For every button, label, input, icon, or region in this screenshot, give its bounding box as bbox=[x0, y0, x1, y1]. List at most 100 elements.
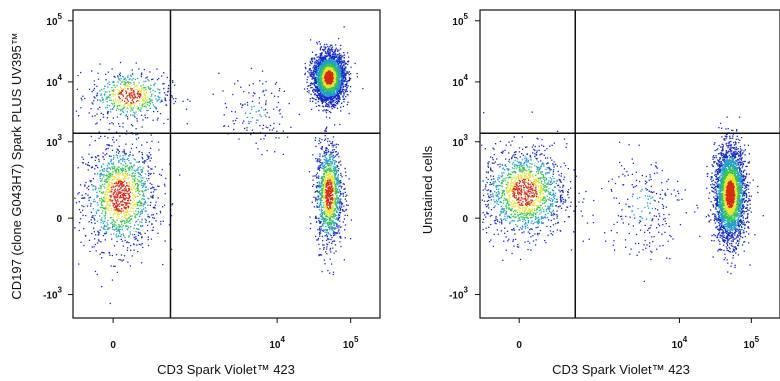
data-point bbox=[145, 189, 147, 191]
data-point bbox=[124, 217, 127, 220]
data-point bbox=[332, 205, 334, 208]
data-point bbox=[336, 194, 338, 197]
data-point bbox=[128, 183, 130, 185]
data-point bbox=[332, 160, 334, 162]
data-point bbox=[340, 54, 342, 56]
data-point bbox=[332, 179, 334, 181]
data-point bbox=[325, 196, 328, 198]
data-point bbox=[344, 224, 347, 226]
data-point bbox=[319, 70, 321, 72]
data-point bbox=[328, 104, 330, 106]
data-point bbox=[333, 192, 336, 194]
data-point bbox=[92, 216, 94, 218]
data-point bbox=[332, 52, 335, 54]
data-point bbox=[108, 185, 110, 187]
data-point bbox=[137, 106, 140, 109]
data-point bbox=[120, 87, 123, 89]
data-point bbox=[313, 94, 316, 96]
data-point bbox=[324, 59, 327, 61]
data-point bbox=[333, 163, 336, 165]
data-point bbox=[315, 185, 317, 187]
data-point bbox=[124, 84, 127, 86]
data-point bbox=[328, 216, 330, 218]
data-point bbox=[329, 213, 331, 215]
data-point bbox=[93, 96, 95, 98]
data-point bbox=[125, 102, 127, 104]
data-point bbox=[308, 90, 310, 92]
data-point bbox=[116, 210, 118, 213]
data-point bbox=[332, 87, 334, 89]
data-point bbox=[326, 174, 328, 176]
data-point bbox=[338, 203, 340, 205]
data-point bbox=[318, 90, 320, 92]
data-point bbox=[350, 78, 352, 80]
data-point bbox=[97, 195, 99, 197]
data-point bbox=[93, 200, 95, 203]
data-point bbox=[113, 156, 115, 159]
data-point bbox=[339, 205, 341, 207]
data-point bbox=[141, 95, 144, 98]
data-point bbox=[327, 149, 329, 151]
data-point bbox=[93, 246, 95, 248]
data-point bbox=[124, 207, 127, 210]
plot-1-dots bbox=[74, 26, 364, 305]
data-point bbox=[126, 192, 128, 194]
data-point bbox=[334, 51, 336, 53]
data-point bbox=[316, 206, 318, 208]
data-point bbox=[323, 173, 325, 175]
data-point bbox=[79, 218, 82, 220]
data-point bbox=[107, 83, 109, 85]
data-point bbox=[137, 90, 139, 92]
data-point bbox=[116, 195, 118, 197]
data-point bbox=[104, 193, 106, 195]
data-point bbox=[99, 170, 101, 172]
data-point bbox=[125, 133, 127, 135]
data-point bbox=[322, 185, 325, 187]
data-point bbox=[111, 166, 113, 168]
data-point bbox=[327, 182, 329, 184]
data-point bbox=[313, 66, 315, 69]
data-point bbox=[91, 232, 93, 235]
data-point bbox=[318, 78, 320, 81]
data-point bbox=[129, 191, 132, 193]
data-point bbox=[100, 166, 103, 168]
data-point bbox=[140, 211, 142, 213]
data-point bbox=[95, 95, 98, 97]
data-point bbox=[171, 96, 173, 98]
data-point bbox=[129, 154, 131, 156]
data-point bbox=[97, 239, 100, 241]
data-point bbox=[101, 179, 103, 182]
data-point bbox=[322, 244, 324, 246]
data-point bbox=[127, 84, 129, 86]
data-point bbox=[93, 100, 95, 102]
data-point bbox=[328, 173, 330, 175]
data-point bbox=[320, 89, 322, 92]
data-point bbox=[321, 188, 323, 191]
data-point bbox=[130, 226, 132, 228]
data-point bbox=[119, 75, 121, 77]
data-point bbox=[325, 148, 327, 150]
data-point bbox=[90, 180, 92, 182]
data-point bbox=[111, 183, 113, 185]
data-point bbox=[317, 239, 319, 241]
data-point bbox=[329, 195, 331, 197]
data-point bbox=[320, 210, 322, 212]
data-point bbox=[83, 244, 85, 247]
data-point bbox=[106, 222, 108, 224]
data-point bbox=[121, 110, 124, 112]
data-point bbox=[103, 185, 105, 187]
data-point bbox=[328, 155, 330, 157]
data-point bbox=[318, 254, 320, 256]
data-point bbox=[311, 69, 313, 72]
data-point bbox=[116, 205, 119, 208]
data-point bbox=[321, 71, 323, 73]
data-point bbox=[140, 110, 142, 112]
data-point bbox=[336, 53, 338, 56]
data-point bbox=[103, 197, 105, 199]
data-point bbox=[85, 215, 87, 217]
data-point bbox=[130, 114, 132, 116]
data-point bbox=[122, 126, 124, 128]
data-point bbox=[325, 181, 327, 183]
data-point bbox=[321, 213, 324, 216]
data-point bbox=[315, 235, 317, 238]
